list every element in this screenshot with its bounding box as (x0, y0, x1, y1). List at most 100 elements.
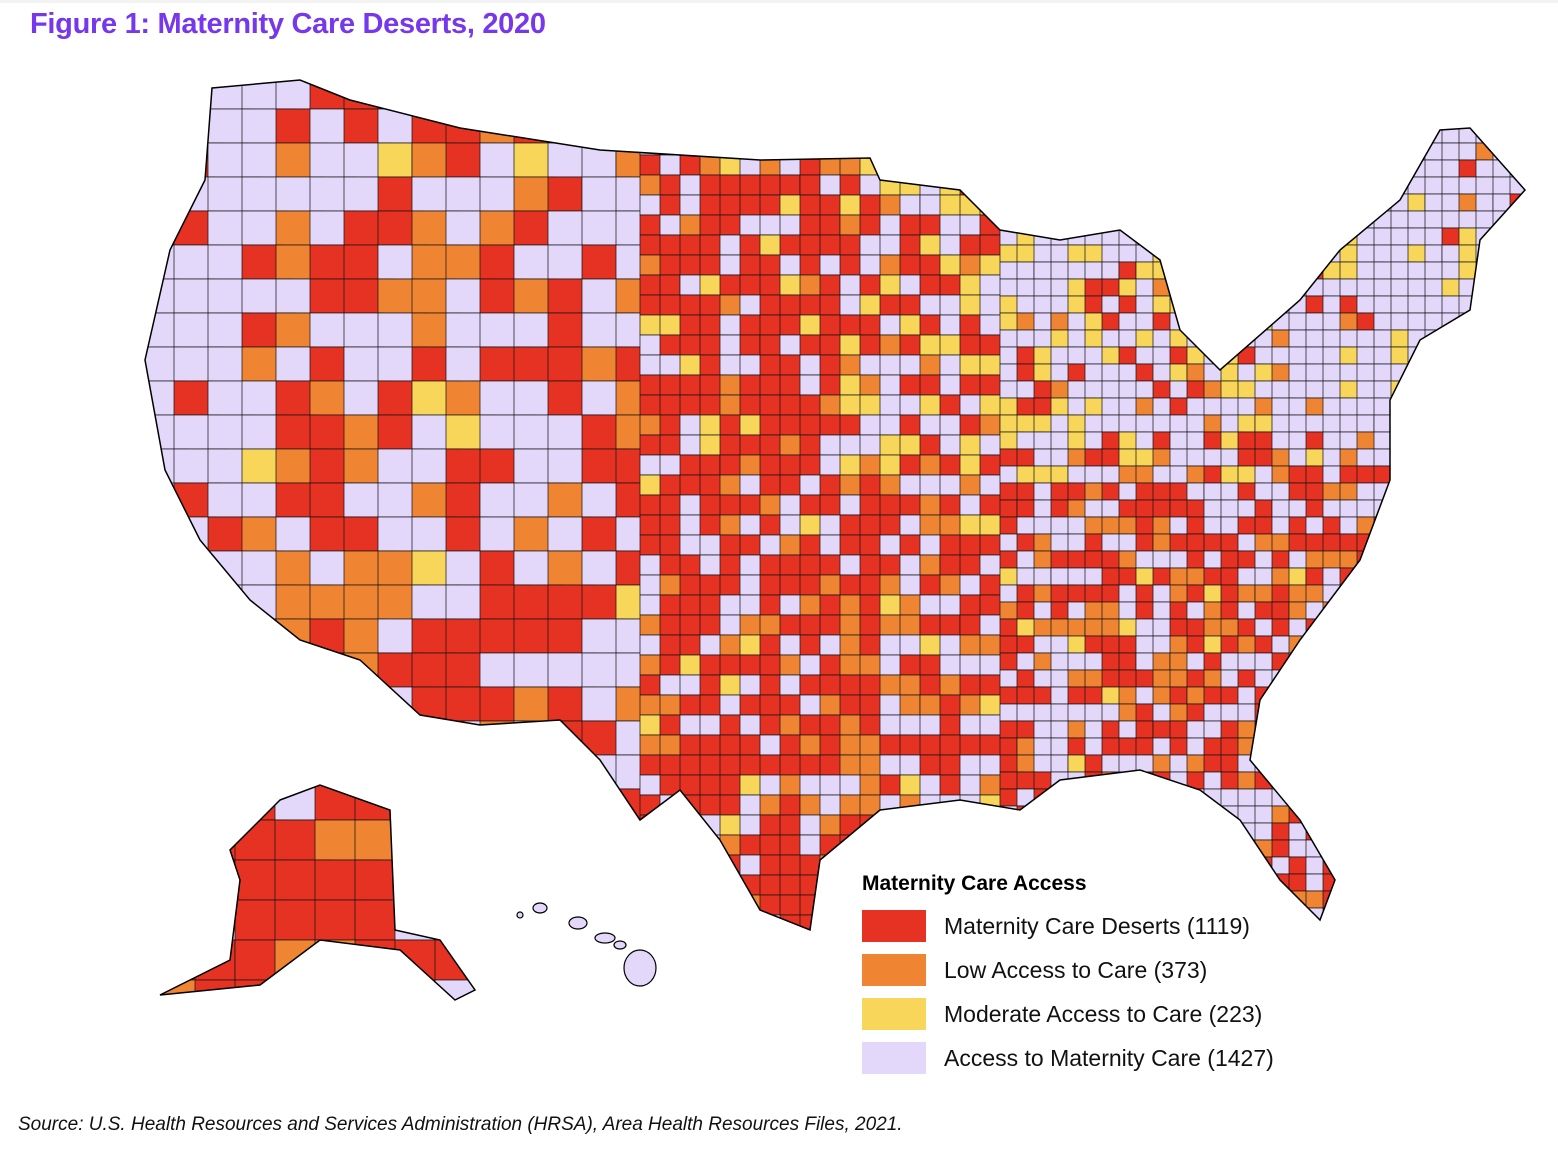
county-cell (1373, 431, 1398, 450)
county-cell (679, 274, 704, 296)
county-cell (1067, 108, 1096, 127)
county-cell (241, 448, 279, 484)
county-cell (1101, 448, 1121, 467)
county-cell (1458, 822, 1480, 841)
county-cell (1441, 91, 1467, 110)
county-cell (1527, 415, 1552, 432)
county-cell (1441, 499, 1461, 518)
county-cell (1527, 228, 1550, 245)
county-cell (1101, 788, 1129, 807)
county-cell (1067, 618, 1086, 637)
county-cell (1509, 244, 1525, 263)
county-cell (1322, 805, 1348, 824)
county-cell (899, 374, 922, 396)
county-cell (1254, 278, 1276, 297)
county-cell (474, 859, 475, 901)
county-cell (1237, 193, 1262, 212)
county-cell (819, 874, 845, 896)
county-cell (145, 108, 192, 144)
county-cell (999, 329, 1019, 348)
county-cell (1356, 533, 1384, 552)
county-cell (309, 278, 351, 314)
county-cell (207, 516, 245, 552)
county-cell (799, 80, 823, 96)
county-cell (411, 890, 458, 926)
county-cell (1407, 669, 1433, 688)
county-cell (173, 618, 218, 654)
county-cell (1458, 805, 1482, 824)
county-cell (1424, 80, 1447, 93)
county-cell (1441, 431, 1465, 450)
county-cell (160, 819, 200, 861)
county-cell (1475, 125, 1495, 144)
county-cell (1475, 873, 1504, 892)
county-cell (1424, 839, 1447, 858)
county-cell (1186, 822, 1209, 841)
county-cell (1441, 805, 1460, 824)
county-cell (1356, 108, 1378, 127)
county-cell (1475, 380, 1503, 399)
county-cell (513, 754, 558, 790)
county-cell (1458, 465, 1479, 484)
county-cell (1356, 618, 1375, 637)
county-cell (581, 686, 623, 722)
county-cell (1441, 380, 1469, 399)
county-cell (1050, 465, 1069, 484)
county-cell (1152, 91, 1180, 110)
county-cell (1527, 840, 1544, 857)
county-cell (1169, 822, 1191, 841)
county-cell (1492, 907, 1518, 926)
county-cell (581, 822, 637, 858)
county-cell (1424, 720, 1446, 739)
county-cell (1441, 550, 1469, 569)
county-cell (1441, 397, 1465, 416)
county-cell (659, 274, 681, 296)
county-cell (1186, 635, 1206, 654)
county-cell (1288, 516, 1308, 535)
county-cell (1475, 482, 1500, 501)
county-cell (173, 584, 212, 620)
county-cell (1152, 839, 1181, 858)
county-cell (145, 686, 191, 722)
county-cell (1424, 873, 1449, 892)
county-cell (679, 714, 704, 736)
county-cell (1186, 108, 1214, 127)
county-cell (145, 822, 193, 858)
county-cell (1271, 924, 1291, 930)
county-cell (434, 859, 475, 901)
county-cell (1390, 550, 1416, 569)
county-cell (274, 979, 319, 1000)
county-cell (1509, 482, 1525, 501)
county-cell (1475, 295, 1498, 314)
county-cell (275, 686, 317, 722)
county-cell (1237, 261, 1261, 280)
county-cell (1390, 873, 1419, 892)
county-cell (1373, 516, 1394, 535)
county-cell (1169, 261, 1191, 280)
county-cell (1458, 635, 1481, 654)
county-cell (839, 80, 872, 96)
county-cell (1407, 601, 1434, 620)
county-cell (1390, 601, 1415, 620)
county-cell (1373, 652, 1393, 671)
county-cell (1475, 686, 1496, 705)
county-cell (1527, 313, 1548, 330)
county-cell (241, 482, 279, 518)
county-cell (1527, 704, 1545, 721)
county-cell (581, 550, 620, 586)
county-cell (1373, 482, 1400, 501)
county-cell (1220, 312, 1249, 331)
county-cell (513, 80, 564, 110)
county-cell (859, 134, 888, 156)
county-cell (1527, 636, 1554, 653)
legend-item-moderate-access: Moderate Access to Care (223) (862, 992, 1274, 1036)
county-cell (1339, 822, 1366, 841)
county-cell (1169, 176, 1188, 195)
county-cell (1220, 788, 1240, 807)
county-cell (679, 134, 701, 156)
county-cell (1203, 278, 1225, 297)
county-cell (207, 652, 252, 688)
county-cell (1288, 108, 1310, 127)
county-cell (1527, 602, 1550, 619)
county-cell (679, 834, 701, 856)
